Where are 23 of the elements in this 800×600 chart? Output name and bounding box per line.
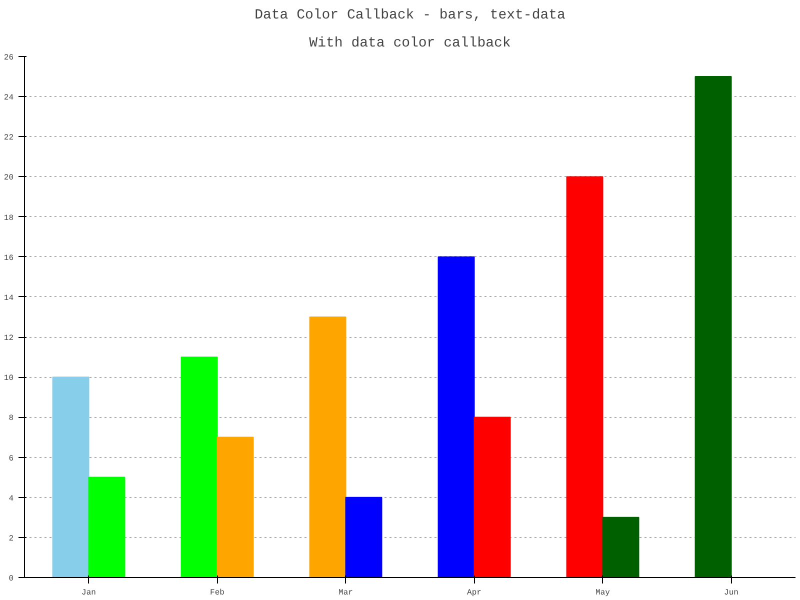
y-tick-label: 8 [8, 414, 14, 424]
y-tick-label: 10 [4, 374, 14, 384]
y-tick-label: 24 [4, 94, 14, 103]
y-tick-label: 2 [8, 534, 14, 544]
x-tick-label: Feb [210, 588, 225, 598]
y-tick-label: 14 [4, 294, 14, 303]
chart-title: Data Color Callback - bars, text-data [254, 8, 566, 24]
x-tick-label: Apr [467, 588, 482, 598]
y-tick-label: 16 [4, 254, 14, 263]
x-tick-label: May [596, 588, 610, 598]
y-tick-label: 20 [4, 174, 14, 183]
y-tick-label: 0 [8, 574, 14, 584]
bar [52, 376, 90, 578]
chart-subtitle: With data color callback [309, 36, 511, 52]
x-tick-label: Jun [724, 588, 739, 598]
y-tick-label: 22 [4, 134, 14, 143]
x-tick-label: Jan [82, 588, 96, 598]
y-tick-label: 6 [8, 454, 14, 464]
y-tick-label: 18 [4, 214, 14, 223]
x-tick-label: Mar [338, 588, 354, 598]
y-tick-label: 4 [8, 494, 14, 504]
y-tick-label: 12 [4, 334, 14, 344]
y-tick-label: 26 [4, 54, 14, 62]
